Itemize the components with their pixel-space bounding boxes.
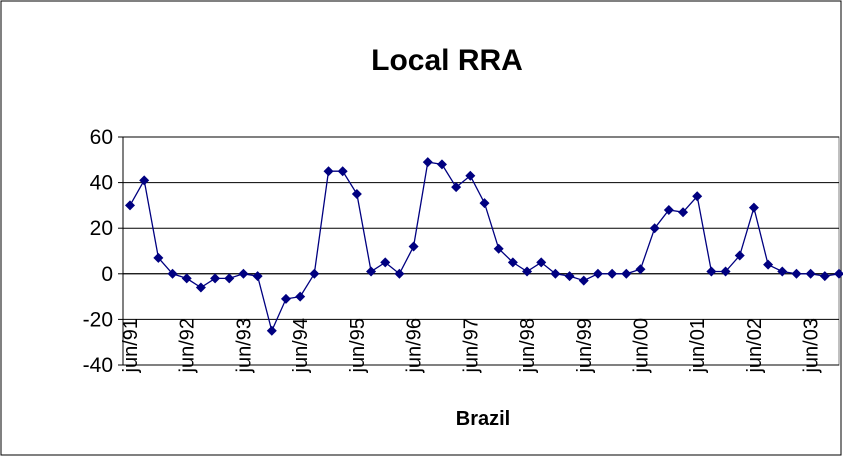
- data-marker: [748, 202, 759, 213]
- y-tick-label: 60: [90, 126, 113, 149]
- x-tick-label: jun/95: [347, 318, 369, 374]
- data-marker: [706, 266, 717, 277]
- data-marker: [451, 182, 462, 193]
- x-tick-label: jun/96: [404, 318, 426, 374]
- data-marker: [578, 275, 589, 286]
- data-marker: [536, 257, 547, 268]
- x-tick-label: jun/97: [460, 318, 482, 374]
- data-marker: [649, 223, 660, 234]
- data-marker: [436, 159, 447, 170]
- data-marker: [465, 170, 476, 181]
- data-marker: [507, 257, 518, 268]
- data-marker: [210, 273, 221, 284]
- chart-title: Local RRA: [371, 44, 523, 77]
- data-marker: [763, 259, 774, 270]
- data-marker: [408, 241, 419, 252]
- data-marker: [805, 268, 816, 279]
- data-marker: [621, 268, 632, 279]
- data-marker: [224, 273, 235, 284]
- x-tick-label: jun/99: [574, 318, 596, 374]
- data-marker: [181, 273, 192, 284]
- data-marker: [280, 293, 291, 304]
- x-tick-label: jun/94: [290, 318, 312, 374]
- data-marker: [734, 250, 745, 261]
- x-tick-label: jun/01: [687, 318, 709, 374]
- data-marker: [266, 325, 277, 336]
- data-marker: [777, 266, 788, 277]
- data-marker: [125, 200, 135, 211]
- y-tick-label: -20: [83, 308, 113, 331]
- plot-area: [122, 136, 840, 366]
- y-tick-label: 0: [101, 263, 113, 286]
- x-tick-label: jun/02: [744, 318, 766, 374]
- x-tick-label: jun/91: [120, 318, 142, 374]
- data-marker: [663, 204, 674, 215]
- data-marker: [550, 268, 561, 279]
- data-marker: [522, 266, 533, 277]
- x-tick-label: jun/92: [177, 318, 199, 374]
- data-marker: [380, 257, 391, 268]
- data-marker: [819, 271, 830, 282]
- data-marker: [692, 191, 703, 202]
- data-marker: [479, 198, 490, 209]
- data-marker: [323, 166, 334, 177]
- data-marker: [238, 268, 249, 279]
- data-marker: [834, 268, 843, 279]
- data-marker: [422, 157, 433, 168]
- data-marker: [791, 268, 802, 279]
- data-marker: [394, 268, 405, 279]
- data-marker: [195, 282, 206, 293]
- data-marker: [153, 252, 164, 263]
- data-marker: [167, 268, 178, 279]
- data-marker: [493, 243, 504, 254]
- data-marker: [309, 268, 320, 279]
- data-marker: [252, 271, 263, 282]
- data-marker: [635, 264, 646, 275]
- x-tick-label: jun/03: [801, 318, 823, 374]
- data-marker: [337, 166, 348, 177]
- x-tick-label: jun/98: [517, 318, 539, 374]
- data-marker: [295, 291, 306, 302]
- y-tick-label: 40: [90, 172, 113, 195]
- x-tick-label: jun/93: [233, 318, 255, 374]
- data-marker: [366, 266, 377, 277]
- x-tick-label: jun/00: [630, 318, 652, 374]
- x-axis-label: Brazil: [456, 408, 510, 430]
- data-marker: [592, 268, 603, 279]
- data-marker: [564, 271, 575, 282]
- y-tick-label: -40: [83, 354, 113, 377]
- y-tick-label: 20: [90, 217, 113, 240]
- data-marker: [720, 266, 731, 277]
- data-marker: [139, 175, 150, 186]
- data-marker: [607, 268, 618, 279]
- data-marker: [351, 189, 362, 199]
- data-marker: [678, 207, 689, 218]
